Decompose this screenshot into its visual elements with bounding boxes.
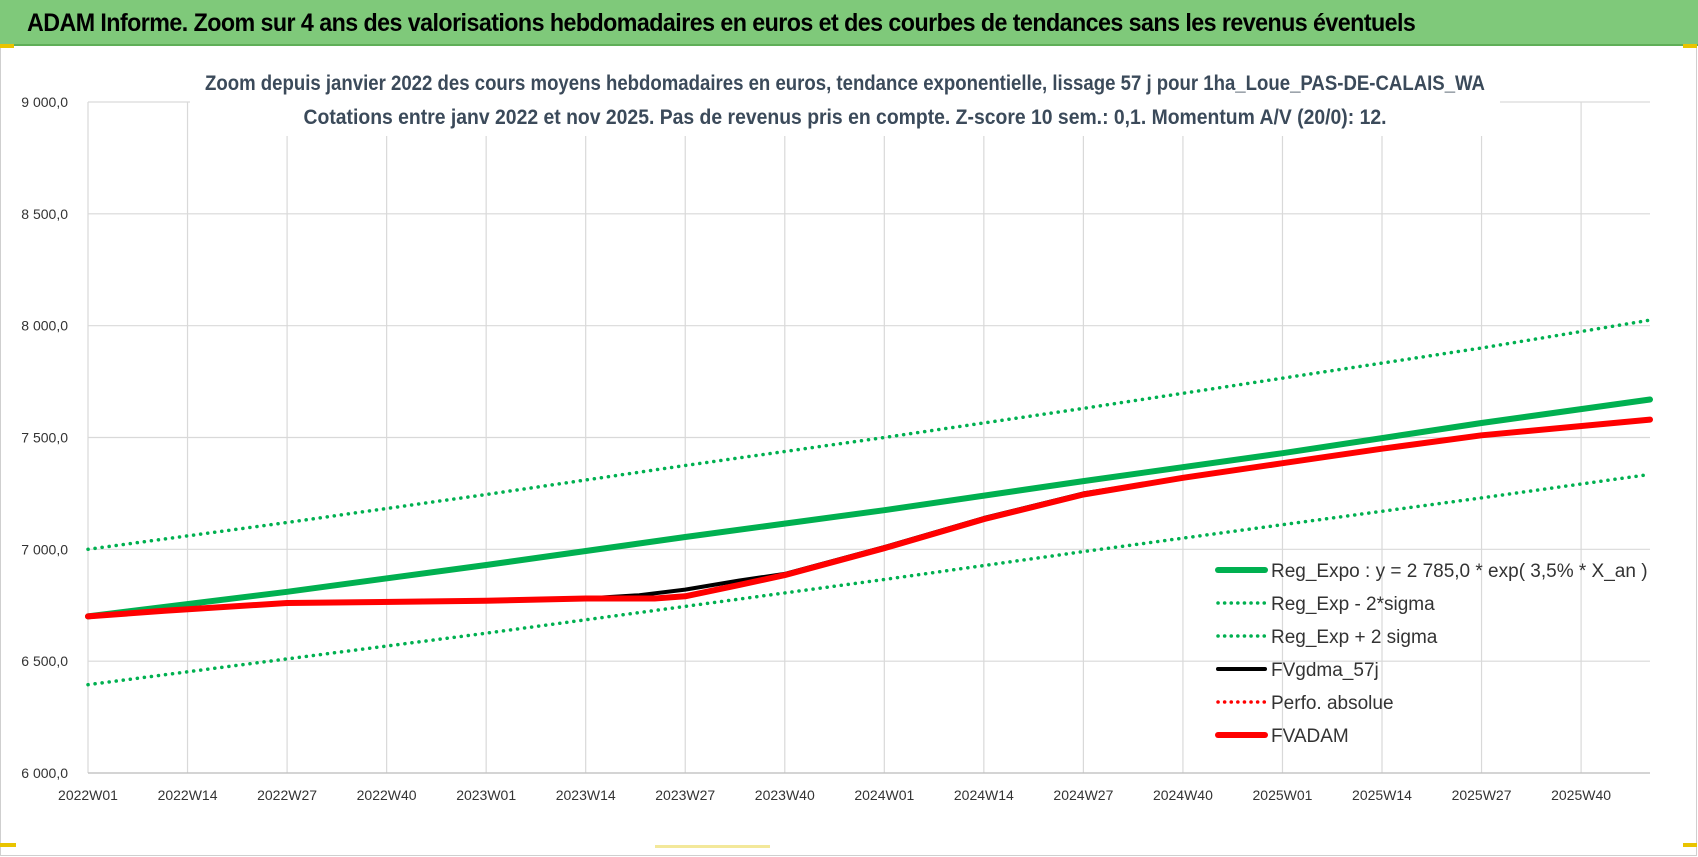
y-tick-label: 6 500,0 bbox=[21, 653, 68, 669]
corner-accent-left bbox=[0, 44, 14, 48]
y-axis-ticks: 6 000,0 6 500,0 7 000,0 7 500,0 8 000,0 8 500… bbox=[21, 94, 68, 781]
legend-label: Perfo. absolue bbox=[1271, 693, 1394, 714]
chart-frame bbox=[0, 46, 1697, 856]
series-line-reg_exp bbox=[86, 472, 1652, 687]
grid-lines bbox=[87, 101, 1650, 774]
x-tick-label: 2025W14 bbox=[1352, 787, 1412, 803]
x-tick-label: 2023W14 bbox=[556, 787, 616, 803]
legend: Reg_Expo : y = 2 785,0 * exp( 3,5% * X_a… bbox=[1215, 561, 1648, 747]
banner-title: ADAM Informe. Zoom sur 4 ans des valoris… bbox=[27, 9, 1416, 37]
x-tick-label: 2024W27 bbox=[1053, 787, 1113, 803]
x-tick-label: 2023W40 bbox=[755, 787, 815, 803]
legend-label: Reg_Exp + 2 sigma bbox=[1271, 627, 1438, 648]
legend-label: FVgdma_57j bbox=[1271, 660, 1379, 681]
chart-title: Zoom depuis janvier 2022 des cours moyen… bbox=[205, 72, 1485, 95]
chart-title-background bbox=[190, 68, 1500, 136]
series-lines bbox=[85, 318, 1653, 687]
corner-accent-bottom-left bbox=[0, 843, 16, 847]
x-tick-label: 2024W40 bbox=[1153, 787, 1213, 803]
y-tick-label: 9 000,0 bbox=[21, 94, 68, 110]
x-tick-label: 2022W40 bbox=[357, 787, 417, 803]
y-tick-label: 8 500,0 bbox=[21, 206, 68, 222]
x-tick-label: 2024W01 bbox=[854, 787, 914, 803]
corner-accent-right bbox=[1683, 44, 1697, 48]
x-tick-label: 2022W14 bbox=[158, 787, 218, 803]
corner-accent-bottom-mid bbox=[655, 845, 770, 848]
series-line-reg_exp bbox=[86, 318, 1652, 552]
chart-subtitle: Cotations entre janv 2022 et nov 2025. P… bbox=[304, 106, 1387, 129]
x-tick-label: 2023W27 bbox=[655, 787, 715, 803]
x-tick-label: 2024W14 bbox=[954, 787, 1014, 803]
x-tick-label: 2025W01 bbox=[1253, 787, 1313, 803]
x-tick-label: 2025W27 bbox=[1452, 787, 1512, 803]
legend-label: FVADAM bbox=[1271, 726, 1349, 747]
title-banner: ADAM Informe. Zoom sur 4 ans des valoris… bbox=[0, 0, 1698, 46]
legend-label: Reg_Expo : y = 2 785,0 * exp( 3,5% * X_a… bbox=[1271, 561, 1648, 582]
corner-accent-bottom-right bbox=[1683, 843, 1697, 847]
x-tick-label: 2022W27 bbox=[257, 787, 317, 803]
x-tick-label: 2023W01 bbox=[456, 787, 516, 803]
series-line-fvadam bbox=[85, 416, 1653, 620]
legend-label: Reg_Exp - 2*sigma bbox=[1271, 594, 1435, 615]
x-tick-label: 2025W40 bbox=[1551, 787, 1611, 803]
x-axis-ticks: 2022W01 2022W14 2022W27 2022W40 2023W01 2023W… bbox=[58, 787, 1611, 803]
y-tick-label: 7 500,0 bbox=[21, 430, 68, 446]
x-tick-label: 2022W01 bbox=[58, 787, 118, 803]
y-tick-label: 8 000,0 bbox=[21, 318, 68, 334]
series-line-reg_expo bbox=[85, 396, 1653, 620]
y-tick-label: 6 000,0 bbox=[21, 765, 68, 781]
y-tick-label: 7 000,0 bbox=[21, 541, 68, 557]
